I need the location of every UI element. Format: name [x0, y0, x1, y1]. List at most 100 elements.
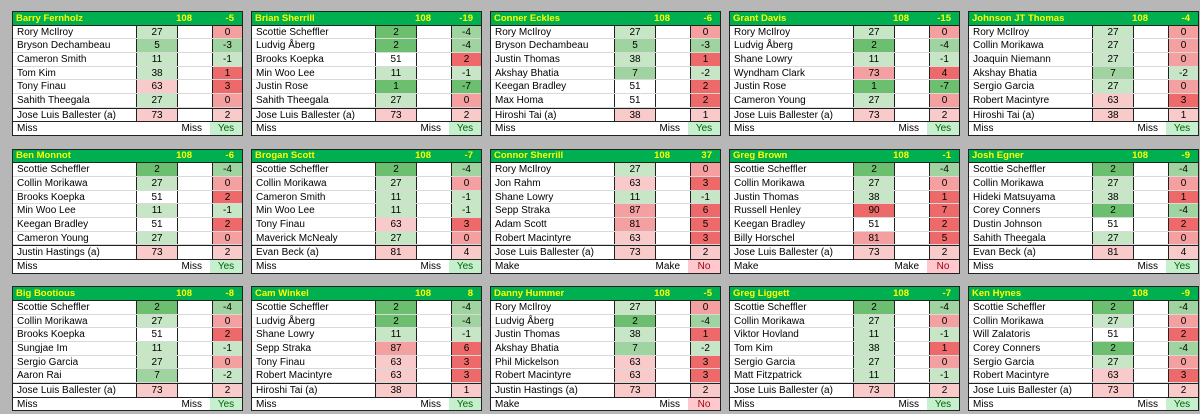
amateur-score: 2: [452, 108, 481, 122]
player-row: Collin Morikawa 27 0: [969, 177, 1198, 191]
card-header: Connor Sherrill 108 37: [491, 149, 720, 164]
player-rank: 38: [615, 328, 655, 342]
team-score: -7: [464, 150, 473, 162]
amateur-rank: 38: [615, 108, 655, 122]
player-score: 0: [930, 177, 959, 190]
amateur-name: Jose Luis Ballester (a): [730, 108, 854, 122]
player-name: Tom Kim: [730, 342, 854, 355]
player-rank: 7: [1093, 66, 1133, 80]
player-score: 0: [1169, 25, 1198, 39]
player-score: -2: [691, 342, 720, 355]
entrant-name: Big Bootious: [16, 288, 76, 300]
cut-result-row: Miss Miss Yes: [969, 260, 1198, 273]
player-rank: 7: [615, 342, 655, 355]
cut-result-row: Miss Miss Yes: [730, 397, 959, 411]
blank-cell: [416, 369, 452, 383]
player-score: -4: [1169, 342, 1198, 355]
blank-cell: [177, 218, 213, 231]
player-row: Rory McIlroy 27 0: [13, 25, 242, 40]
player-row: Min Woo Lee 11 -1: [13, 204, 242, 219]
player-score: 5: [930, 231, 959, 245]
blank-cell: [177, 314, 213, 328]
team-score: 37: [701, 150, 712, 162]
player-score: -1: [213, 204, 242, 218]
player-score: 0: [691, 163, 720, 176]
player-row: Adam Scott 81 5: [491, 218, 720, 232]
player-rank: 63: [376, 355, 416, 369]
amateur-score: 1: [691, 108, 720, 122]
team-score: -1: [942, 150, 951, 162]
player-score: 2: [691, 94, 720, 107]
par-total: 108: [415, 288, 431, 300]
player-rank: 38: [854, 190, 894, 204]
par-total: 108: [415, 150, 431, 162]
player-score: 1: [213, 66, 242, 80]
player-row: Akshay Bhatia 7 -2: [491, 66, 720, 81]
cut-result-row: Miss Miss Yes: [491, 122, 720, 136]
blank-cell: [177, 25, 213, 39]
player-row: Sergio Garcia 27 0: [13, 355, 242, 370]
player-row: Ludvig Åberg 2 -4: [730, 39, 959, 54]
blank-cell: [416, 190, 452, 204]
player-name: Rory McIlroy: [13, 25, 137, 39]
cut-result-pick: Miss: [181, 260, 202, 272]
cut-result: Miss: [734, 398, 755, 410]
player-name: Sepp Straka: [491, 204, 615, 218]
player-name: Robert Macintyre: [252, 369, 376, 383]
player-rank: 27: [854, 355, 894, 369]
amateur-rank: 73: [854, 108, 894, 122]
entrant-name: Josh Egner: [972, 150, 1024, 162]
player-rank: 11: [137, 53, 177, 66]
player-rank: 7: [137, 369, 177, 383]
cut-answer: Yes: [1166, 260, 1198, 273]
player-row: Cameron Young 27 0: [13, 231, 242, 246]
amateur-row: Jose Luis Ballester (a) 73 2: [730, 107, 959, 123]
player-name: Tony Finau: [13, 80, 137, 94]
player-row: Scottie Scheffler 2 -4: [730, 163, 959, 177]
blank-cell: [655, 66, 691, 80]
card-header: Greg Liggett 108 -7: [730, 287, 959, 301]
player-score: -4: [452, 25, 481, 39]
player-rank: 63: [1093, 369, 1133, 383]
par-total: 108: [893, 150, 909, 162]
blank-cell: [894, 328, 930, 342]
blank-cell: [655, 80, 691, 94]
entry-card: Brogan Scott 108 -7 Scottie Scheffler 2 -4 Col…: [251, 148, 482, 274]
player-score: 2: [930, 218, 959, 231]
player-rank: 7: [615, 66, 655, 80]
player-name: Akshay Bhatia: [491, 342, 615, 355]
player-score: 2: [452, 53, 481, 66]
blank-cell: [655, 39, 691, 53]
player-score: 0: [1169, 177, 1198, 190]
player-name: Cameron Young: [730, 94, 854, 107]
player-score: -1: [691, 190, 720, 204]
player-rank: 27: [615, 25, 655, 39]
blank-cell: [416, 342, 452, 355]
amateur-score: 2: [691, 384, 720, 397]
player-rank: 27: [1093, 177, 1133, 190]
player-rank: 27: [854, 177, 894, 190]
player-name: Tony Finau: [252, 218, 376, 231]
blank-cell: [177, 301, 213, 314]
blank-cell: [1133, 369, 1169, 383]
player-rank: 27: [854, 25, 894, 39]
card-header: Danny Hummer 108 -5: [491, 287, 720, 301]
player-rank: 27: [1093, 39, 1133, 53]
card-header: Greg Brown 108 -1: [730, 149, 959, 164]
player-rank: 27: [137, 177, 177, 190]
cut-result: Make: [495, 260, 520, 272]
player-score: -3: [691, 39, 720, 53]
player-name: Jon Rahm: [491, 177, 615, 190]
cut-result-pick: Miss: [420, 398, 441, 410]
amateur-score: 4: [452, 246, 481, 260]
player-name: Cameron Smith: [252, 190, 376, 204]
player-rank: 11: [376, 328, 416, 342]
team-score: -9: [1181, 150, 1190, 162]
entry-card: Conner Eckles 108 -6 Rory McIlroy 27 0 Bryson …: [490, 11, 721, 136]
player-name: Shane Lowry: [730, 53, 854, 66]
player-name: Rory McIlroy: [730, 25, 854, 39]
player-name: Keegan Bradley: [730, 218, 854, 231]
player-row: Collin Morikawa 27 0: [969, 39, 1198, 54]
blank-cell: [1133, 53, 1169, 66]
